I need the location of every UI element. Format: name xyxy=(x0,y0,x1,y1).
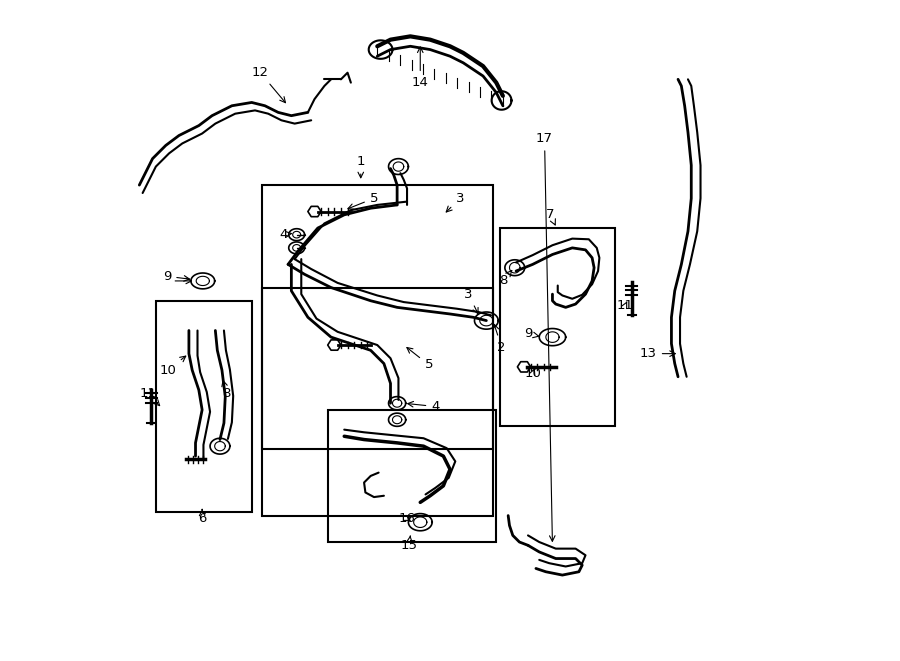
Text: 7: 7 xyxy=(546,208,555,225)
Bar xyxy=(262,185,493,449)
Text: 11: 11 xyxy=(140,387,159,406)
Text: 12: 12 xyxy=(252,66,285,102)
Text: 8: 8 xyxy=(222,381,230,400)
Bar xyxy=(328,410,496,542)
Text: 4: 4 xyxy=(279,228,292,241)
Text: 8: 8 xyxy=(499,270,512,288)
Text: 3: 3 xyxy=(446,192,464,212)
Text: 10: 10 xyxy=(159,356,185,377)
Text: 14: 14 xyxy=(412,47,428,89)
Text: 5: 5 xyxy=(407,348,433,371)
Text: 9: 9 xyxy=(524,327,538,340)
Bar xyxy=(156,301,252,512)
Text: 6: 6 xyxy=(198,510,206,525)
Text: 10: 10 xyxy=(524,367,541,380)
Text: 3: 3 xyxy=(464,288,478,314)
Text: 9: 9 xyxy=(163,270,190,283)
Text: 5: 5 xyxy=(348,192,378,210)
Text: 16: 16 xyxy=(399,512,416,525)
Text: 1: 1 xyxy=(356,155,365,178)
Text: 15: 15 xyxy=(400,536,418,552)
Text: 13: 13 xyxy=(640,347,675,360)
Text: 11: 11 xyxy=(616,299,634,312)
Text: 17: 17 xyxy=(536,132,555,541)
Text: 2: 2 xyxy=(493,325,506,354)
Bar xyxy=(500,228,616,426)
Text: 4: 4 xyxy=(408,400,439,413)
Bar xyxy=(262,288,493,516)
